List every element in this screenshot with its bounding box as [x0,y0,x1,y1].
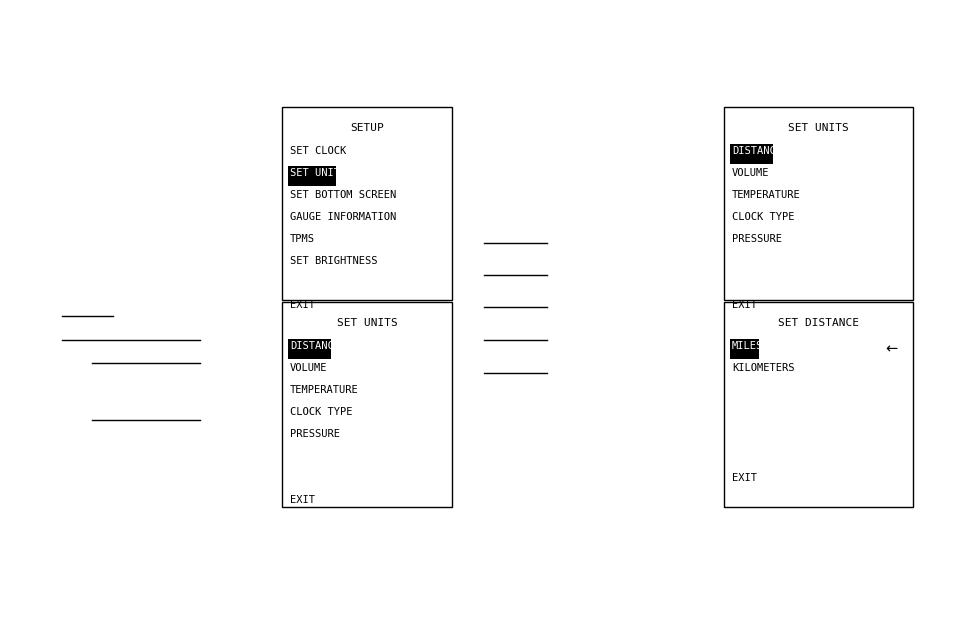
Bar [723,302,912,507]
Text: TEMPERATURE: TEMPERATURE [290,385,358,395]
Text: CLOCK TYPE: CLOCK TYPE [290,407,352,417]
Bar [282,302,452,507]
Text: VOLUME: VOLUME [731,168,769,178]
Text: DISTANCE: DISTANCE [290,341,339,351]
Text: SET DISTANCE: SET DISTANCE [778,318,858,328]
Text: GAUGE INFORMATION: GAUGE INFORMATION [290,212,395,222]
Text: SET BOTTOM SCREEN: SET BOTTOM SCREEN [290,190,395,200]
Text: TEMPERATURE: TEMPERATURE [731,190,800,200]
Text: EXIT: EXIT [290,300,314,310]
Bar [288,339,331,359]
Text: SET BRIGHTNESS: SET BRIGHTNESS [290,256,377,266]
Text: SETUP: SETUP [350,123,383,133]
Bar [729,144,772,164]
Text: KILOMETERS: KILOMETERS [731,363,794,373]
Text: CLOCK TYPE: CLOCK TYPE [731,212,794,222]
Text: SET UNITS: SET UNITS [290,168,346,178]
Text: SET UNITS: SET UNITS [787,123,848,133]
Bar [288,166,335,186]
Text: EXIT: EXIT [731,300,757,310]
Text: PRESSURE: PRESSURE [731,234,781,244]
Text: PRESSURE: PRESSURE [290,429,339,439]
Text: TPMS: TPMS [290,234,314,244]
Bar [729,339,759,359]
Text: EXIT: EXIT [731,473,757,483]
Text: EXIT: EXIT [290,495,314,505]
Text: ←: ← [884,341,897,356]
Bar [282,107,452,300]
Bar [723,107,912,300]
Text: DISTANCE: DISTANCE [731,146,781,156]
Text: SET CLOCK: SET CLOCK [290,146,346,156]
Text: MILES: MILES [731,341,762,351]
Text: SET UNITS: SET UNITS [336,318,397,328]
Text: VOLUME: VOLUME [290,363,327,373]
